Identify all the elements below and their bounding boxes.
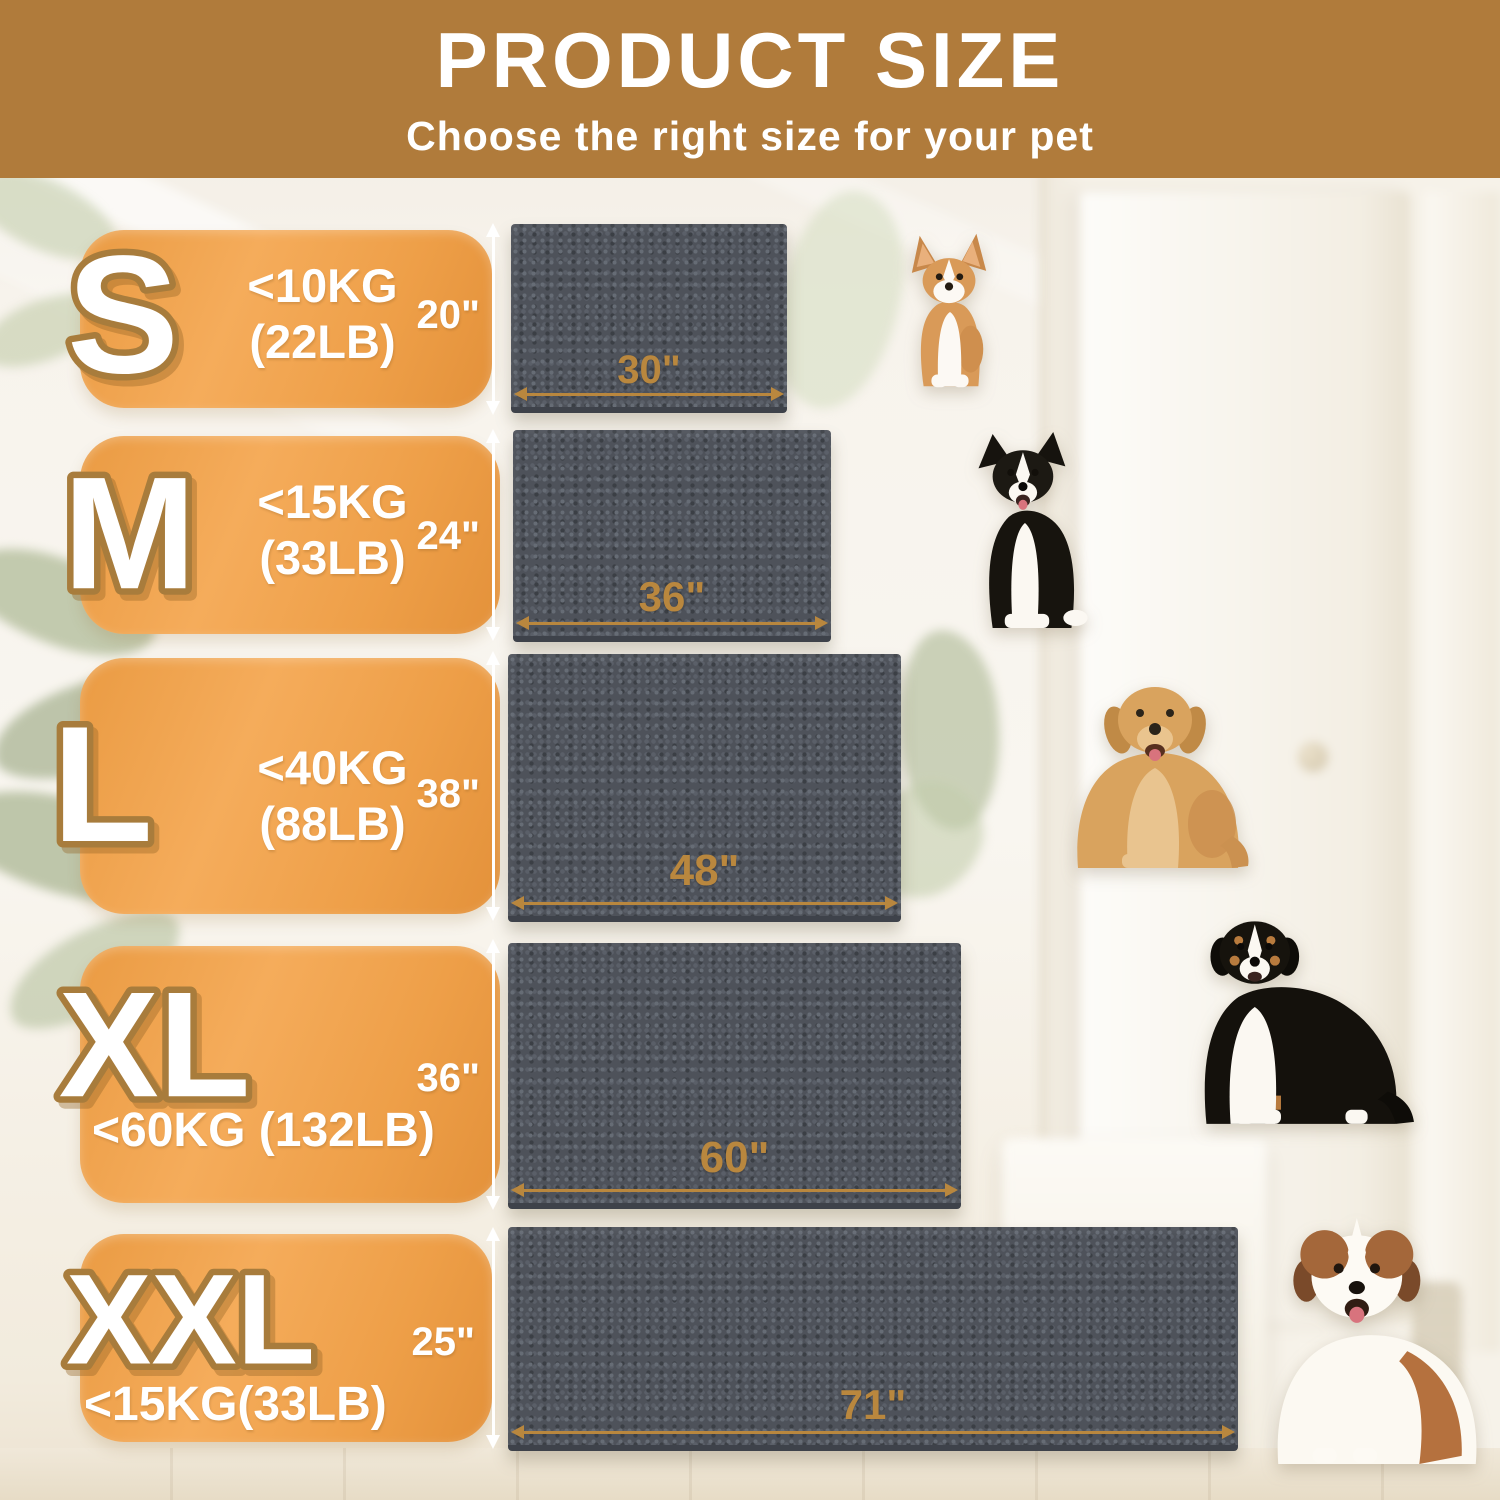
width-arrow-icon: [511, 896, 898, 910]
door-knob: [1298, 742, 1328, 772]
height-arrow-icon: [486, 1227, 500, 1449]
width-label: 71": [839, 1381, 907, 1428]
height-label: 25": [411, 1320, 475, 1364]
svg-text:XXL: XXL: [66, 1249, 315, 1392]
size-letter: S: [60, 214, 185, 415]
border-collie-image: [978, 432, 1088, 628]
mat-image: 60": [508, 943, 961, 1209]
width-label: 60": [699, 1133, 770, 1182]
size-band: [80, 230, 492, 408]
size-letter: M: [56, 437, 202, 629]
width-arrow-icon: [511, 1425, 1235, 1439]
height-arrow-icon: [486, 939, 500, 1210]
height-arrow-icon: [486, 651, 500, 921]
height-arrow-icon: [486, 429, 500, 641]
width-arrow-icon: [514, 387, 784, 401]
size-letter: XXL: [60, 1242, 322, 1398]
height-label: 24": [416, 514, 480, 558]
weight-label: <15KG(33LB): [257, 475, 408, 585]
golden-retriever-image: [1077, 687, 1249, 868]
header-banner: PRODUCT SIZE Choose the right size for y…: [0, 0, 1500, 178]
weight-label: <40KG (88LB): [257, 741, 408, 851]
svg-text:M: M: [63, 443, 196, 622]
size-band: [80, 946, 500, 1203]
saint-bernard-image: [1277, 1218, 1477, 1464]
mat-image: 36": [513, 430, 831, 642]
size-band: [80, 436, 500, 634]
page-title: PRODUCT SIZE: [435, 15, 1065, 104]
height-label: 36": [416, 1056, 480, 1100]
weight-label: <60KG (132LB): [92, 1104, 435, 1157]
mat-image: 71": [508, 1227, 1238, 1451]
bernese-mountain-dog-image: [1204, 921, 1414, 1124]
floor: [0, 1448, 1500, 1500]
size-letter: XL: [52, 954, 257, 1135]
width-label: 30": [617, 348, 681, 392]
mat-image: 48": [508, 654, 901, 922]
height-label: 38": [416, 772, 480, 816]
size-letter: L: [46, 686, 160, 883]
svg-text:S: S: [67, 220, 179, 408]
svg-text:L: L: [52, 692, 153, 876]
width-label: 36": [638, 573, 706, 620]
size-band: [80, 658, 500, 914]
corgi-image: [911, 233, 987, 388]
height-label: 20": [416, 293, 480, 337]
page-subtitle: Choose the right size for your pet: [406, 112, 1094, 159]
size-band: [80, 1234, 492, 1442]
height-arrow-icon: [486, 223, 500, 415]
width-label: 48": [669, 846, 740, 895]
svg-text:XL: XL: [59, 960, 251, 1128]
mat-image: 30": [511, 224, 787, 413]
width-arrow-icon: [511, 1183, 958, 1197]
weight-label: <10KG (22LB): [247, 259, 398, 369]
width-arrow-icon: [516, 616, 828, 630]
white-door: [1425, 192, 1500, 1352]
weight-label: <15KG(33LB): [84, 1378, 387, 1431]
